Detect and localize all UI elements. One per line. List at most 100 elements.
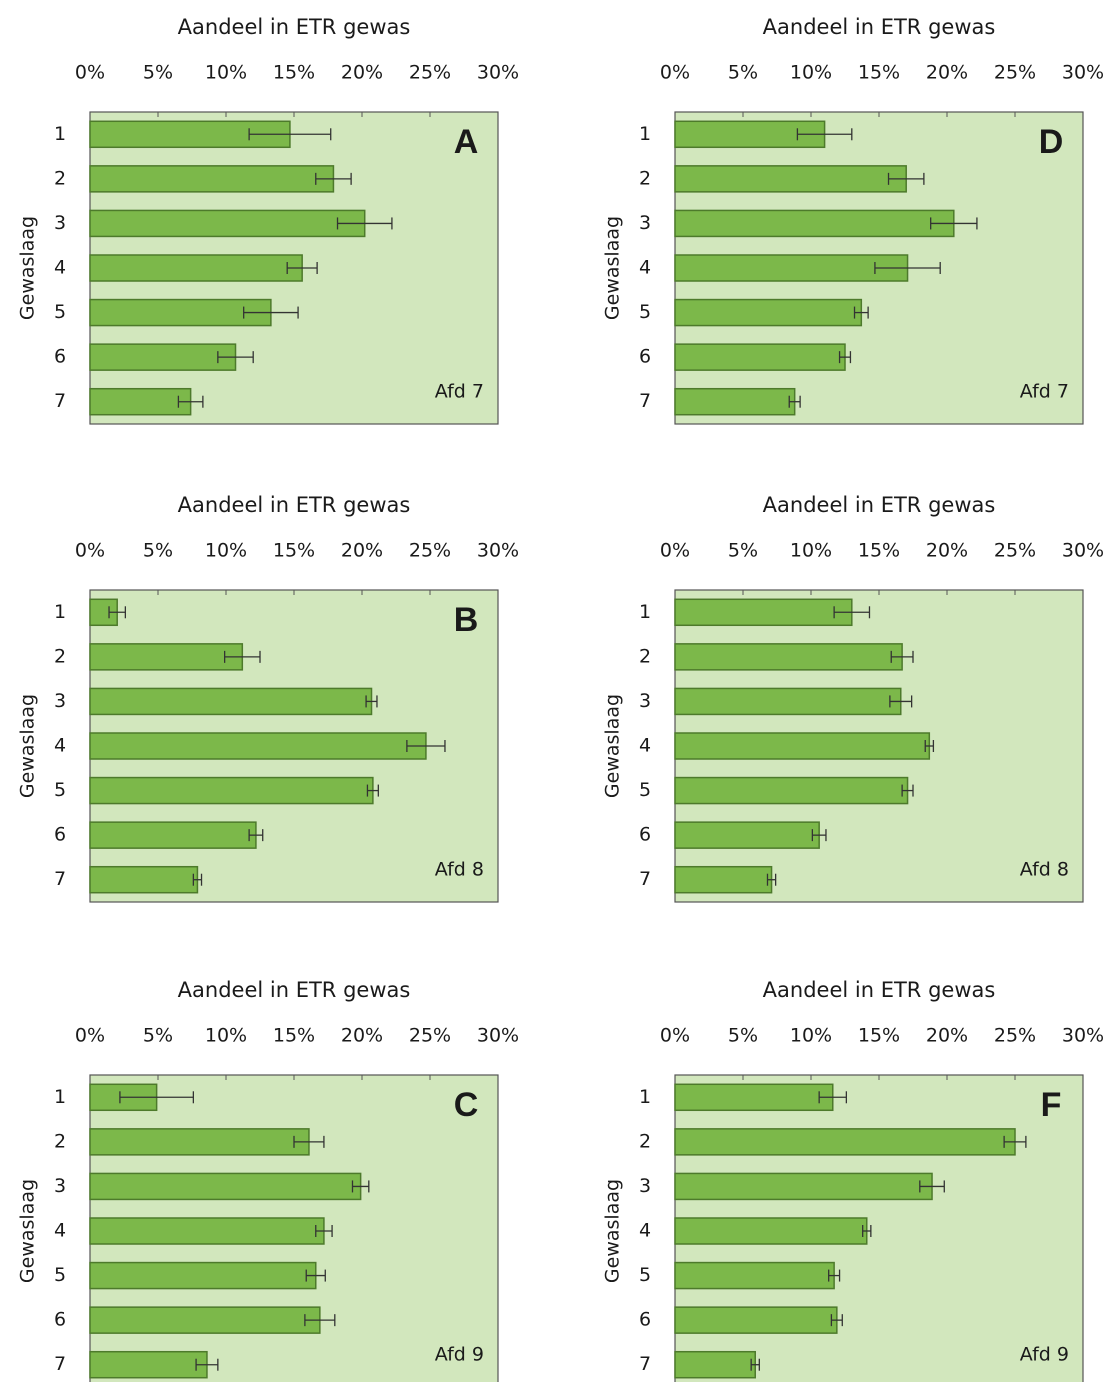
error-bar xyxy=(315,172,352,185)
panel: Aandeel in ETR gewas Gewaslaag 0% 5% 10% 15% 2… xyxy=(602,978,1104,1382)
annotation: Afd 9 xyxy=(435,1344,484,1366)
x-tick-label: 15% xyxy=(858,1025,900,1047)
x-tick-label: 5% xyxy=(143,1025,173,1047)
error-bar xyxy=(1003,1135,1027,1148)
panel-label: B xyxy=(454,601,479,639)
bar xyxy=(674,209,955,238)
error-bar xyxy=(286,262,318,274)
x-tick-label: 25% xyxy=(994,62,1036,84)
bar xyxy=(89,865,199,894)
category-label: 3 xyxy=(639,1175,651,1197)
panel: Aandeel in ETR gewas Gewaslaag 0% 5% 10% 15% 2… xyxy=(17,978,519,1382)
y-axis-label: Gewaslaag xyxy=(17,1179,39,1283)
y-axis-label: Gewaslaag xyxy=(602,216,624,320)
chart-title: Aandeel in ETR gewas xyxy=(763,15,996,39)
bar xyxy=(89,343,237,371)
error-bar xyxy=(217,351,254,364)
category-label: 6 xyxy=(639,1309,651,1331)
x-tick-label: 0% xyxy=(75,62,105,84)
x-tick-label: 20% xyxy=(341,1025,383,1047)
error-bar xyxy=(248,128,332,141)
bar xyxy=(89,254,303,282)
category-label: 3 xyxy=(639,212,651,234)
category-label: 1 xyxy=(54,601,66,623)
annotation: Afd 7 xyxy=(435,381,484,403)
category-label: 1 xyxy=(639,601,651,623)
category-label: 3 xyxy=(54,690,66,712)
x-tick-label: 15% xyxy=(858,540,900,562)
category-label: 4 xyxy=(54,257,66,279)
category-label: 2 xyxy=(639,645,651,667)
bar xyxy=(674,165,907,193)
bar xyxy=(89,687,373,716)
bar xyxy=(674,1306,838,1334)
category-label: 2 xyxy=(54,645,66,667)
x-tick-label: 30% xyxy=(1062,1025,1104,1047)
bar xyxy=(674,598,853,627)
bar xyxy=(89,165,335,193)
x-tick-label: 30% xyxy=(477,1025,519,1047)
category-label: 3 xyxy=(54,212,66,234)
y-axis-label: Gewaslaag xyxy=(17,694,39,798)
bar xyxy=(89,387,192,416)
x-tick-label: 0% xyxy=(660,540,690,562)
bar xyxy=(89,821,257,849)
category-label: 4 xyxy=(639,735,651,757)
category-label: 5 xyxy=(639,779,651,801)
category-label: 5 xyxy=(639,1264,651,1286)
category-label: 2 xyxy=(639,1130,651,1152)
error-bar xyxy=(351,1180,370,1193)
category-label: 6 xyxy=(54,346,66,368)
error-bar xyxy=(365,695,378,708)
error-bar xyxy=(811,829,827,842)
category-label: 7 xyxy=(54,390,66,412)
panel: Aandeel in ETR gewas Gewaslaag 0% 5% 10% 15% 2… xyxy=(17,15,519,425)
error-bar xyxy=(192,873,203,886)
error-bar xyxy=(862,1225,872,1237)
bar xyxy=(674,387,796,416)
category-label: 1 xyxy=(54,123,66,145)
error-bar xyxy=(924,740,935,752)
bar xyxy=(674,821,820,849)
category-label: 5 xyxy=(639,301,651,323)
category-label: 4 xyxy=(54,1220,66,1242)
x-tick-label: 10% xyxy=(205,540,247,562)
bar xyxy=(674,865,773,894)
error-bar xyxy=(930,217,978,230)
x-tick-label: 10% xyxy=(205,1025,247,1047)
bar xyxy=(674,643,903,671)
bar xyxy=(674,343,846,371)
bar xyxy=(89,732,427,760)
x-tick-label: 20% xyxy=(341,540,383,562)
error-bar xyxy=(766,873,777,886)
error-bar xyxy=(853,306,869,319)
x-tick-label: 20% xyxy=(926,540,968,562)
x-tick-label: 25% xyxy=(409,62,451,84)
bar xyxy=(89,1128,310,1156)
category-label: 4 xyxy=(54,735,66,757)
error-bar xyxy=(828,1269,841,1282)
error-bar xyxy=(838,351,852,364)
panel-label: C xyxy=(454,1086,479,1124)
error-bar xyxy=(887,172,925,185)
category-label: 6 xyxy=(639,346,651,368)
error-bar xyxy=(889,695,913,708)
x-tick-label: 20% xyxy=(341,62,383,84)
error-bar xyxy=(833,606,871,619)
bar xyxy=(89,209,366,238)
x-tick-label: 15% xyxy=(273,1025,315,1047)
x-tick-label: 5% xyxy=(728,62,758,84)
x-tick-label: 30% xyxy=(477,62,519,84)
panel-label: F xyxy=(1041,1086,1062,1124)
panel: Aandeel in ETR gewas Gewaslaag 0% 5% 10% 15% 2… xyxy=(602,493,1104,903)
bar xyxy=(674,687,902,716)
error-bar xyxy=(366,784,379,797)
category-label: 2 xyxy=(54,167,66,189)
bar xyxy=(674,1128,1016,1156)
category-label: 6 xyxy=(639,824,651,846)
bar xyxy=(89,1261,317,1290)
category-label: 5 xyxy=(54,1264,66,1286)
category-label: 6 xyxy=(54,1309,66,1331)
bar xyxy=(674,776,909,805)
x-tick-label: 30% xyxy=(1062,62,1104,84)
